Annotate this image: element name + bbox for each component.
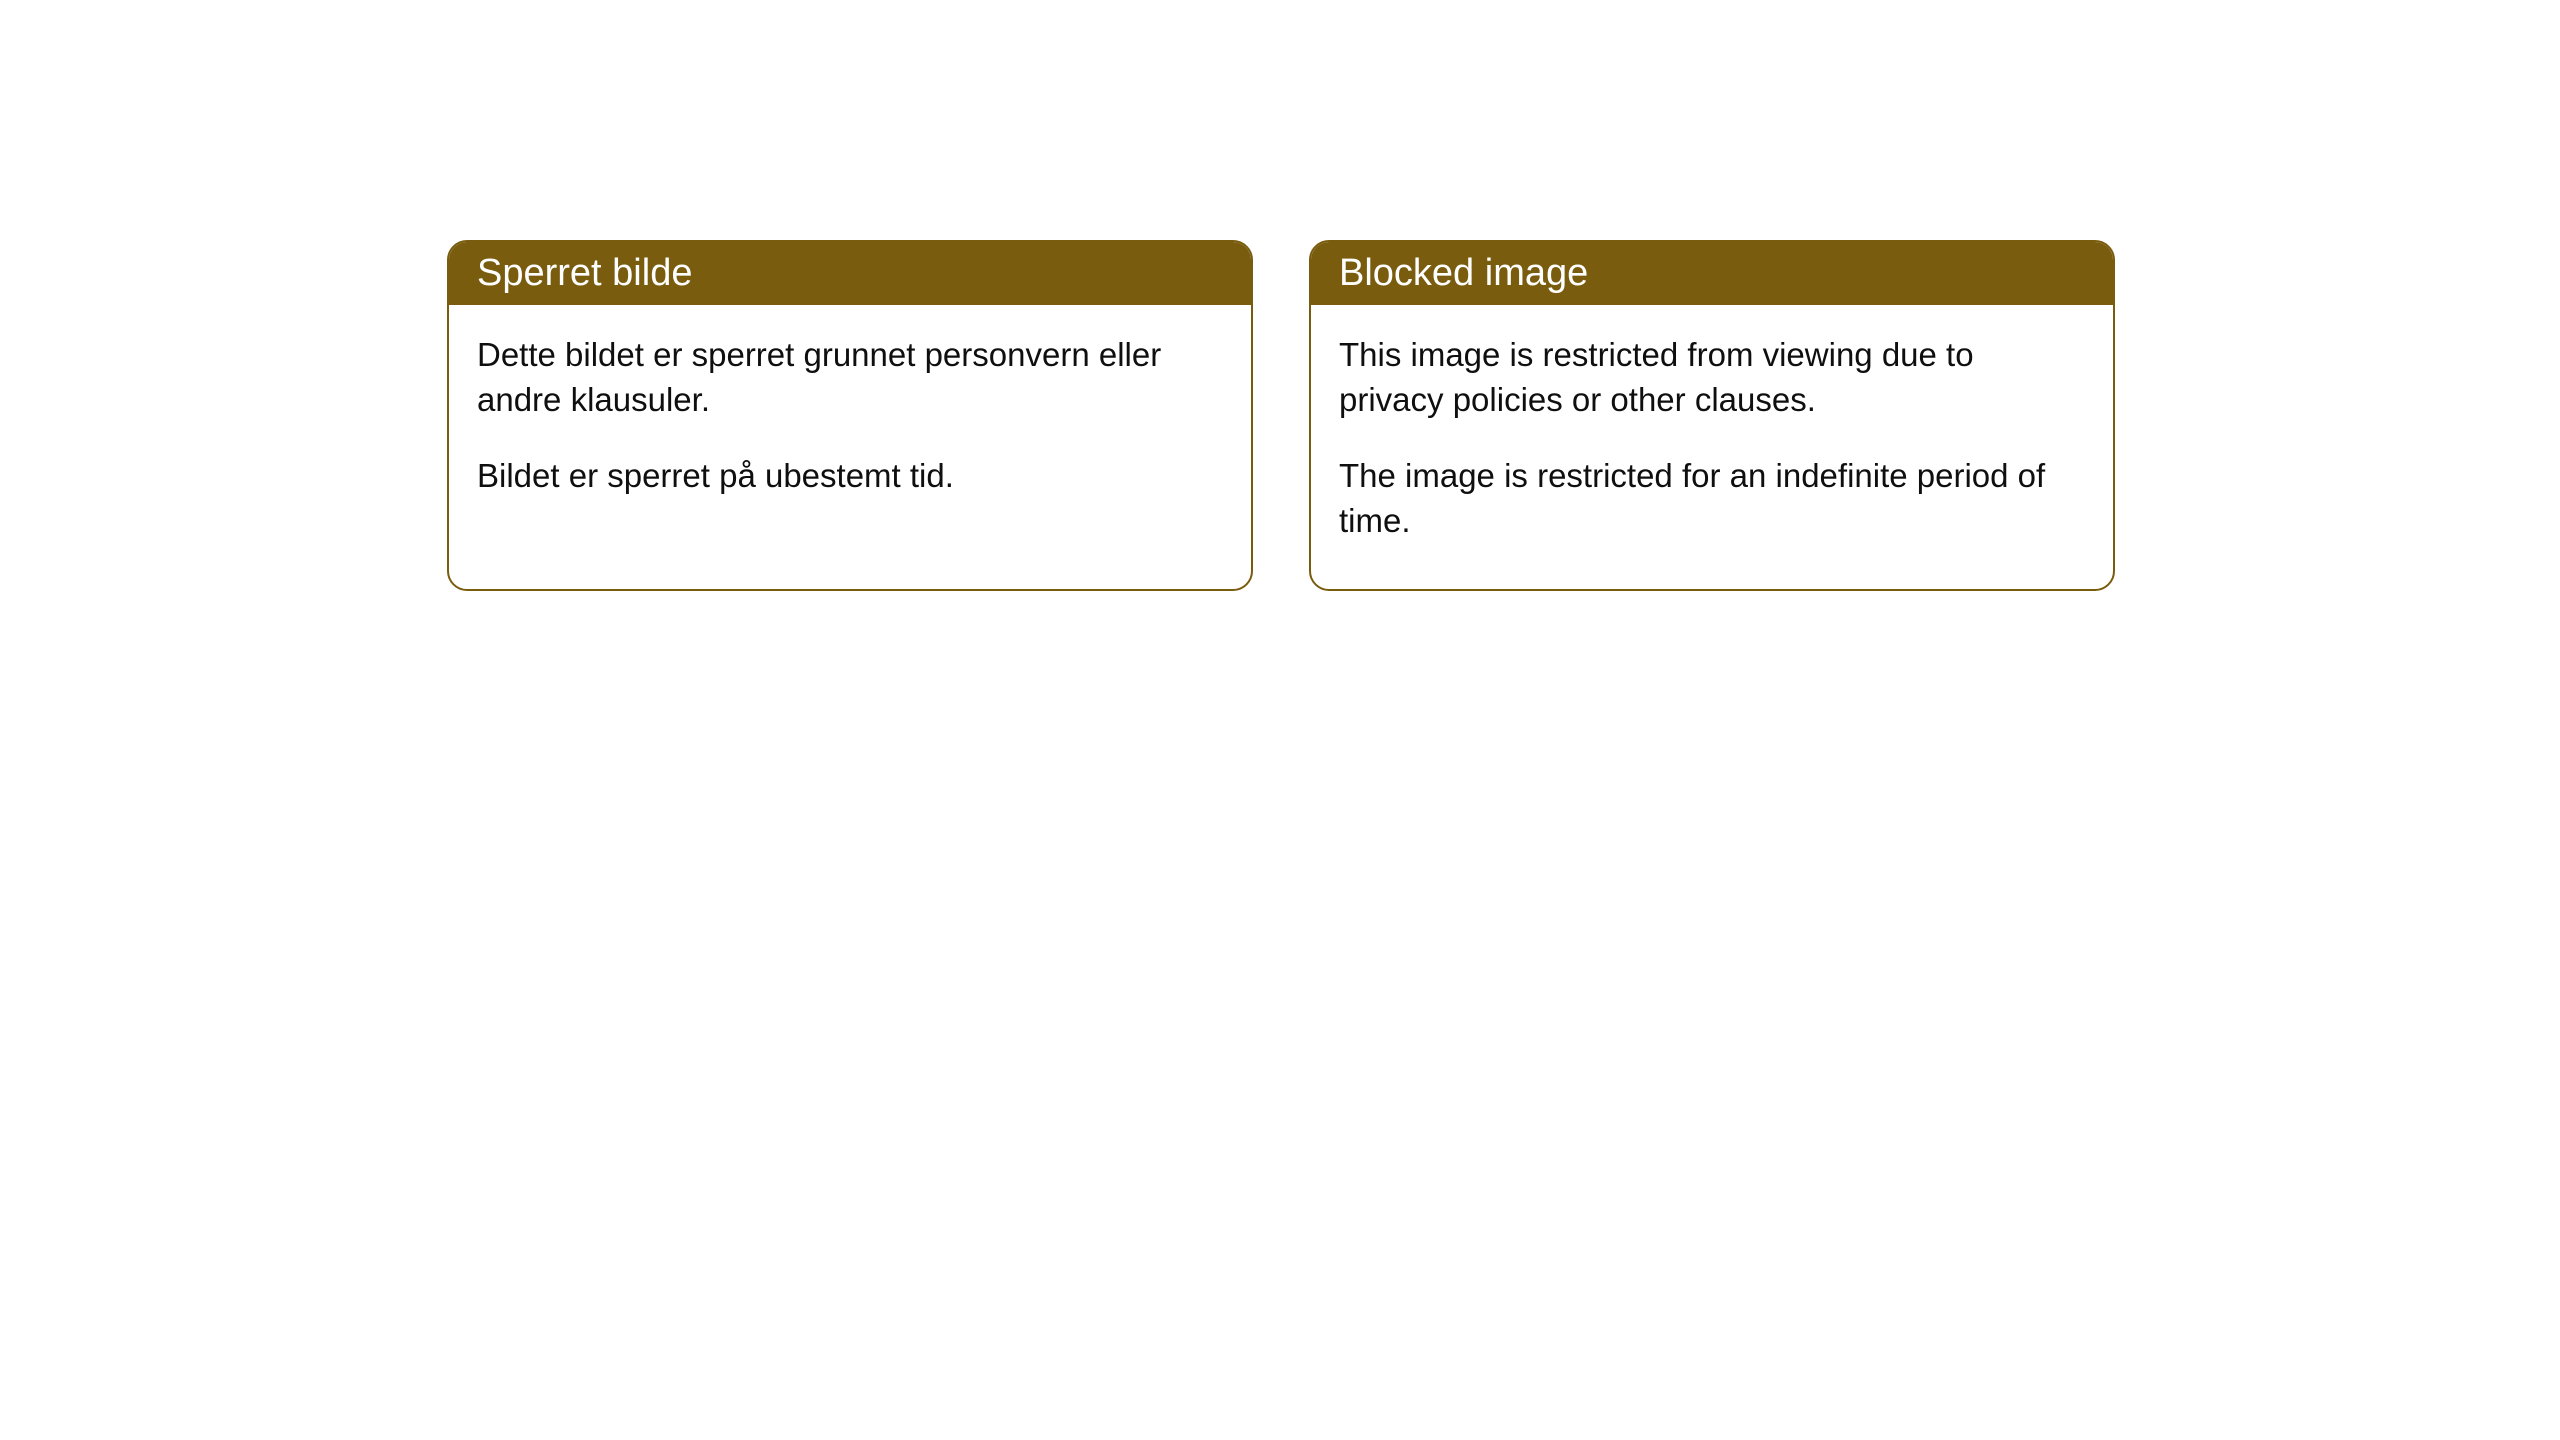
card-header: Blocked image [1311,242,2113,305]
blocked-image-card-english: Blocked image This image is restricted f… [1309,240,2115,591]
notice-paragraph: Bildet er sperret på ubestemt tid. [477,454,1223,499]
notice-paragraph: The image is restricted for an indefinit… [1339,454,2085,543]
notice-paragraph: This image is restricted from viewing du… [1339,333,2085,422]
notice-cards-container: Sperret bilde Dette bildet er sperret gr… [447,240,2115,591]
card-body: This image is restricted from viewing du… [1311,305,2113,589]
blocked-image-card-norwegian: Sperret bilde Dette bildet er sperret gr… [447,240,1253,591]
card-body: Dette bildet er sperret grunnet personve… [449,305,1251,545]
card-header: Sperret bilde [449,242,1251,305]
notice-paragraph: Dette bildet er sperret grunnet personve… [477,333,1223,422]
